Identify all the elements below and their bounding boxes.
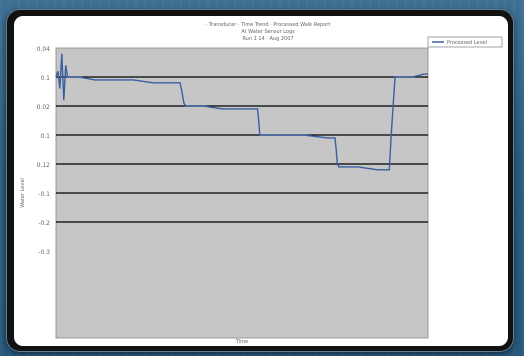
y-tick-label: 0.1	[40, 133, 50, 140]
chart-paper: 0.04 0.1 0.02 0.1 0.12 -0.1 -0.2 -0.3 · Transdu…	[14, 16, 508, 346]
y-tick-label: -0.3	[38, 249, 50, 256]
chart-title: · Transducer · Time Trend · Processed Wa…	[206, 22, 331, 42]
y-tick-label: 0.02	[37, 104, 51, 111]
y-tick-label: -0.2	[38, 220, 50, 227]
y-axis-ticks: 0.04 0.1 0.02 0.1 0.12 -0.1 -0.2 -0.3	[37, 46, 51, 256]
chart-svg: 0.04 0.1 0.02 0.1 0.12 -0.1 -0.2 -0.3 · Transdu…	[20, 22, 503, 345]
legend-label: Processed Level	[447, 40, 487, 46]
y-tick-label: 0.04	[37, 46, 51, 53]
legend-box	[427, 36, 503, 48]
y-tick-label: 0.12	[37, 162, 51, 169]
x-axis-label: Time	[235, 339, 248, 345]
y-axis-label: Water Level	[20, 178, 26, 208]
legend: Processed Level	[427, 36, 503, 48]
title-line-3: Run 1 14 · Aug 2007	[242, 36, 293, 42]
title-line-1: · Transducer · Time Trend · Processed Wa…	[206, 22, 331, 28]
title-line-2: At Water Sensor Logs	[241, 29, 295, 35]
y-tick-label: -0.1	[38, 191, 50, 198]
series-line	[55, 53, 428, 171]
y-tick-label: 0.1	[40, 75, 50, 82]
gridlines	[56, 76, 428, 223]
